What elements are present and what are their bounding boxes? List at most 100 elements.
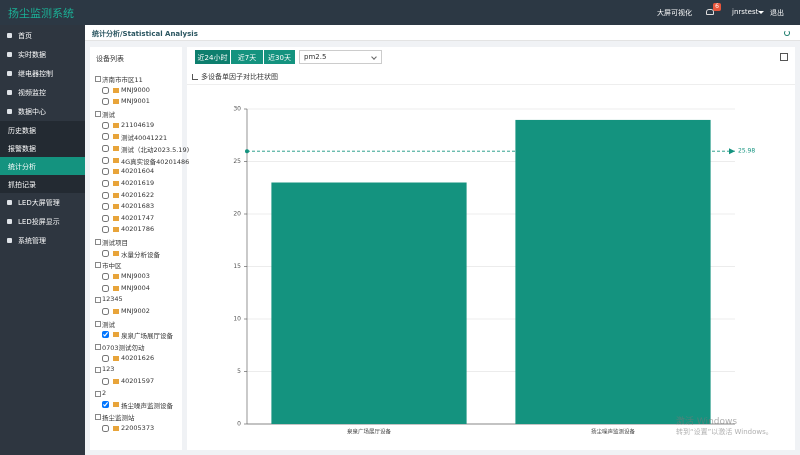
nav-item[interactable]: LED大屏管理 — [18, 199, 60, 207]
device-name[interactable]: 40201604 — [121, 167, 155, 176]
device-name[interactable]: 40201747 — [121, 213, 155, 222]
group-name[interactable]: 测试 — [102, 110, 115, 119]
mark-line-label: 25.98 — [738, 148, 755, 155]
device-icon — [113, 332, 119, 338]
device-checkbox[interactable] — [102, 331, 109, 339]
refresh-icon[interactable] — [784, 30, 790, 36]
device-checkbox[interactable] — [102, 214, 109, 222]
device-checkbox[interactable] — [102, 308, 109, 315]
device-checkbox[interactable] — [102, 354, 109, 362]
device-checkbox[interactable] — [102, 249, 109, 257]
tree-toggle[interactable] — [95, 110, 101, 117]
device-name[interactable]: 21104619 — [121, 120, 155, 129]
group-name[interactable]: 0703测试勿动 — [102, 343, 145, 352]
tree-toggle[interactable] — [95, 343, 101, 350]
nav-subitem[interactable]: 历史数据 — [8, 127, 36, 135]
device-checkbox[interactable] — [102, 133, 109, 141]
nav-subitem[interactable]: 报警数据 — [8, 145, 36, 153]
device-checkbox[interactable] — [102, 401, 109, 409]
nav-item[interactable]: 首页 — [18, 32, 32, 40]
toolbox-icon[interactable] — [780, 53, 788, 61]
device-name[interactable]: 40201622 — [121, 190, 155, 199]
device-icon — [113, 378, 119, 384]
nav-item[interactable]: 系统管理 — [18, 237, 46, 245]
device-name[interactable]: MNJ9004 — [121, 283, 150, 292]
device-name[interactable]: MNJ9001 — [121, 97, 150, 106]
group-name[interactable]: 12345 — [102, 295, 123, 304]
logout-link[interactable]: 退出 — [770, 9, 784, 17]
tree-toggle[interactable] — [95, 262, 101, 269]
nav-item[interactable]: 实时数据 — [18, 51, 46, 59]
group-name[interactable]: 济南市市区11 — [102, 76, 143, 84]
device-name[interactable]: 40201626 — [121, 353, 155, 362]
chart-heading-icon — [192, 74, 198, 80]
nav-subitem-bg — [0, 157, 85, 175]
group-name[interactable]: 测试项目 — [102, 239, 128, 248]
device-name[interactable]: 22005373 — [121, 423, 155, 432]
group-name[interactable]: 测试 — [102, 320, 115, 329]
nav-item[interactable]: 继电器控制 — [18, 70, 53, 78]
tree-toggle[interactable] — [95, 297, 101, 304]
device-checkbox[interactable] — [102, 191, 109, 199]
device-name[interactable]: MNJ9003 — [121, 272, 150, 281]
device-checkbox[interactable] — [102, 424, 109, 432]
device-checkbox[interactable] — [102, 121, 109, 129]
nav-subitem[interactable]: 统计分析 — [8, 163, 36, 171]
device-icon — [113, 204, 119, 210]
time-tab[interactable]: 近30天 — [264, 50, 295, 64]
factor-select[interactable]: pm2.5 — [299, 50, 382, 64]
device-checkbox[interactable] — [102, 226, 109, 234]
device-name[interactable]: 4G真实设备40201486 — [121, 157, 190, 166]
group-name[interactable]: 2 — [102, 388, 107, 397]
y-tick-label: 15 — [233, 263, 241, 270]
device-checkbox[interactable] — [102, 179, 109, 187]
device-checkbox[interactable] — [102, 144, 109, 152]
device-checkbox[interactable] — [102, 377, 109, 385]
device-name[interactable]: 40201619 — [121, 178, 155, 187]
mark-line-start — [245, 149, 249, 154]
device-name[interactable]: MNJ9002 — [121, 307, 150, 315]
nav-subitem[interactable]: 抓拍记录 — [8, 181, 36, 189]
user-menu[interactable]: jnrstest — [732, 8, 759, 16]
mark-line-arrow — [729, 148, 735, 155]
tree-toggle[interactable] — [95, 239, 101, 246]
bell-icon[interactable] — [706, 9, 714, 15]
device-checkbox[interactable] — [102, 156, 109, 164]
device-checkbox[interactable] — [102, 168, 109, 176]
tree-toggle[interactable] — [95, 367, 101, 374]
device-icon — [113, 87, 119, 93]
breadcrumb: 统计分析/Statistical Analysis — [92, 30, 198, 38]
group-name[interactable]: 123 — [102, 365, 115, 374]
group-name[interactable]: 市中区 — [102, 262, 122, 271]
device-name[interactable]: 40201683 — [121, 202, 155, 211]
device-icon — [113, 169, 119, 175]
device-name[interactable]: 测试40041221 — [121, 134, 168, 143]
device-name[interactable]: 测试（北动2023.5.19) — [121, 145, 190, 154]
device-name[interactable]: 40201597 — [121, 376, 155, 385]
y-tick-label: 20 — [233, 211, 241, 218]
group-name[interactable]: 扬尘监测站 — [102, 413, 135, 422]
nav-item[interactable]: LED投屏显示 — [18, 218, 60, 226]
nav-item[interactable]: 数据中心 — [18, 108, 46, 116]
device-name[interactable]: 扬尘噪声监测设备 — [121, 402, 173, 411]
device-checkbox[interactable] — [102, 273, 109, 281]
device-checkbox[interactable] — [102, 203, 109, 211]
device-checkbox[interactable] — [102, 284, 109, 292]
nav-icon — [7, 90, 12, 95]
device-checkbox[interactable] — [102, 86, 109, 94]
tree-toggle[interactable] — [95, 76, 101, 82]
device-icon — [113, 227, 119, 233]
screen-link[interactable]: 大屏可视化 — [657, 9, 692, 17]
time-tab[interactable]: 近7天 — [231, 50, 263, 64]
device-name[interactable]: 水量分析设备 — [121, 250, 160, 259]
tree-toggle[interactable] — [95, 320, 101, 327]
user-caret — [758, 11, 764, 17]
device-name[interactable]: 泉泉广场展厅设备 — [121, 332, 173, 341]
tree-toggle[interactable] — [95, 413, 101, 420]
device-name[interactable]: 40201786 — [121, 225, 155, 234]
time-tab[interactable]: 近24小时 — [195, 50, 230, 64]
device-name[interactable]: MNJ9000 — [121, 85, 150, 94]
nav-item[interactable]: 视频监控 — [18, 89, 46, 97]
tree-toggle[interactable] — [95, 390, 101, 397]
device-checkbox[interactable] — [102, 98, 109, 106]
